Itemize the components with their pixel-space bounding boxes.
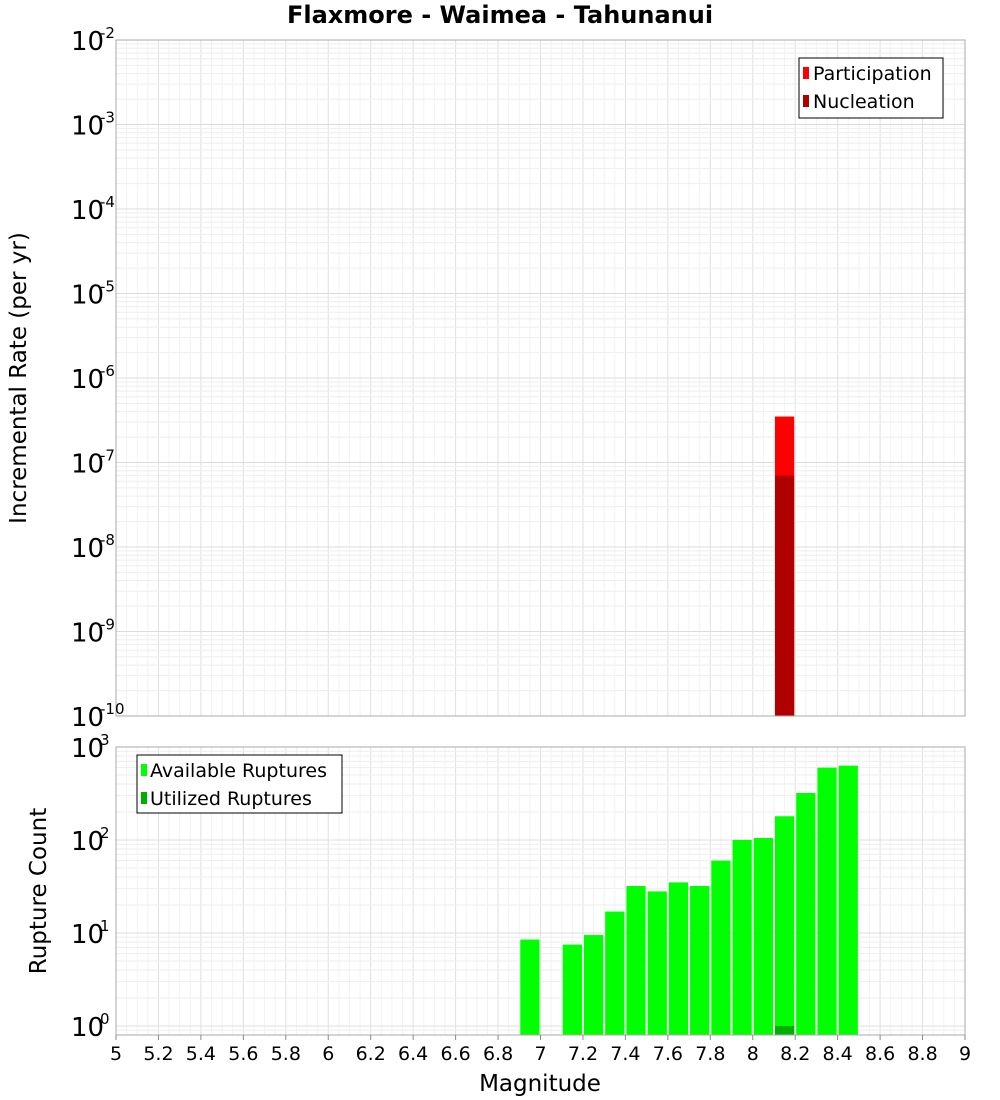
bottom-bar-available-ruptures-6.95 [520, 939, 540, 1035]
bottom-bar-available-ruptures-8.45 [838, 765, 858, 1035]
bottom-bar-available-ruptures-8.35 [817, 767, 837, 1035]
legend-label-utilized-ruptures: Utilized Ruptures [150, 788, 312, 810]
legend-label-participation: Participation [813, 63, 932, 85]
x-tick-label: 6.6 [440, 1043, 470, 1065]
top-y-tick-label: 10 [71, 112, 104, 142]
x-tick-label: 6.4 [398, 1043, 428, 1065]
top-legend: Participation Nucleation [798, 57, 944, 119]
top-plot-frame [115, 39, 966, 717]
legend-swatch-available-ruptures [141, 764, 147, 776]
bottom-y-tick-exponent: 1 [100, 917, 110, 935]
x-tick-label: 5.8 [271, 1043, 301, 1065]
top-bar-nucleation-8.15 [774, 475, 795, 716]
top-y-tick-label: 10 [71, 534, 104, 564]
bottom-y-tick-label: 10 [71, 1013, 104, 1043]
x-tick-label: 5.4 [186, 1043, 216, 1065]
bottom-bar-available-ruptures-8.25 [796, 793, 816, 1035]
x-tick-label: 6.2 [356, 1043, 386, 1065]
x-tick-label: 5 [110, 1043, 122, 1065]
x-tick-label: 6 [322, 1043, 334, 1065]
bottom-bar-available-ruptures-7.55 [647, 891, 667, 1035]
bottom-y-tick-exponent: 2 [100, 824, 110, 842]
chart-title: Flaxmore - Waimea - Tahunanui [287, 1, 713, 29]
top-y-tick-label: 10 [71, 703, 104, 733]
top-y-tick-exponent: -10 [100, 700, 125, 718]
top-y-tick-label: 10 [71, 619, 104, 649]
x-tick-label: 6.8 [483, 1043, 513, 1065]
top-y-tick-label: 10 [71, 450, 104, 480]
bottom-bar-available-ruptures-8.05 [753, 838, 773, 1035]
x-tick-label: 7.8 [695, 1043, 725, 1065]
bottom-bar-available-ruptures-8.15 [774, 816, 795, 1035]
x-tick-label: 7.2 [568, 1043, 598, 1065]
top-y-axis-label: Incremental Rate (per yr) [6, 232, 32, 524]
legend-label-nucleation: Nucleation [813, 91, 915, 113]
legend-swatch-utilized-ruptures [141, 792, 147, 804]
bottom-bar-available-ruptures-7.65 [668, 882, 689, 1035]
x-tick-label: 7.6 [653, 1043, 683, 1065]
legend-swatch-participation [803, 67, 809, 79]
x-tick-label: 7.4 [610, 1043, 640, 1065]
top-legend-box [798, 57, 944, 119]
x-tick-label: 8.2 [780, 1043, 810, 1065]
top-y-tick-label: 10 [71, 27, 104, 57]
x-tick-label: 8 [747, 1043, 759, 1065]
x-tick-label: 7 [534, 1043, 546, 1065]
bottom-y-tick-label: 10 [71, 920, 104, 950]
bottom-y-tick-label: 10 [71, 827, 104, 857]
x-ticks: 5 5.2 5.4 5.6 5.8 6 6.2 6.4 6.6 6.8 7 7.2 7.4 7.6 7.8 8… [110, 1035, 971, 1065]
bottom-bar-available-ruptures-7.35 [605, 911, 625, 1035]
x-tick-label: 8.8 [907, 1043, 937, 1065]
x-tick-label: 8.4 [823, 1043, 853, 1065]
x-axis-label: Magnitude [479, 1071, 601, 1097]
top-y-tick-label: 10 [71, 196, 104, 226]
bottom-y-tick-exponent: 0 [100, 1010, 110, 1028]
x-tick-label: 5.2 [143, 1043, 173, 1065]
top-y-tick-exponent: -7 [100, 447, 115, 465]
top-y-tick-exponent: -3 [100, 109, 115, 127]
bottom-y-tick-label: 10 [71, 734, 104, 764]
x-tick-label: 5.6 [228, 1043, 258, 1065]
bottom-y-axis-label: Rupture Count [26, 808, 52, 974]
bottom-bar-available-ruptures-7.45 [626, 886, 646, 1035]
bottom-bar-available-ruptures-7.25 [583, 935, 604, 1035]
top-y-tick-exponent: -4 [100, 193, 115, 211]
bottom-bar-utilized-ruptures-8.15 [774, 1025, 795, 1035]
top-bars [774, 416, 795, 716]
bottom-y-tick-exponent: 3 [100, 731, 110, 749]
top-y-tick-label: 10 [71, 281, 104, 311]
top-y-tick-exponent: -6 [100, 362, 115, 380]
top-y-tick-exponent: -9 [100, 616, 115, 634]
bottom-legend: Available Ruptures Utilized Ruptures [136, 754, 343, 814]
top-y-ticks: 10-210-310-410-510-610-710-810-910-10 [71, 24, 125, 733]
legend-swatch-nucleation [803, 95, 809, 107]
top-panel: 10-210-310-410-510-610-710-810-910-10 In… [6, 24, 966, 733]
top-y-tick-exponent: -2 [100, 24, 115, 42]
bottom-bar-available-ruptures-7.15 [562, 944, 582, 1035]
legend-label-available-ruptures: Available Ruptures [150, 760, 327, 782]
top-y-tick-exponent: -5 [100, 278, 115, 296]
top-y-tick-label: 10 [71, 365, 104, 395]
x-tick-label: 8.6 [865, 1043, 895, 1065]
top-y-tick-exponent: -8 [100, 531, 115, 549]
bottom-bar-available-ruptures-7.85 [711, 860, 731, 1035]
bottom-bar-available-ruptures-7.75 [690, 886, 710, 1035]
bottom-bars [520, 765, 858, 1035]
bottom-legend-box [136, 754, 343, 814]
bottom-bar-available-ruptures-7.95 [732, 839, 752, 1035]
x-tick-label: 9 [959, 1043, 971, 1065]
top-grid [115, 40, 966, 717]
